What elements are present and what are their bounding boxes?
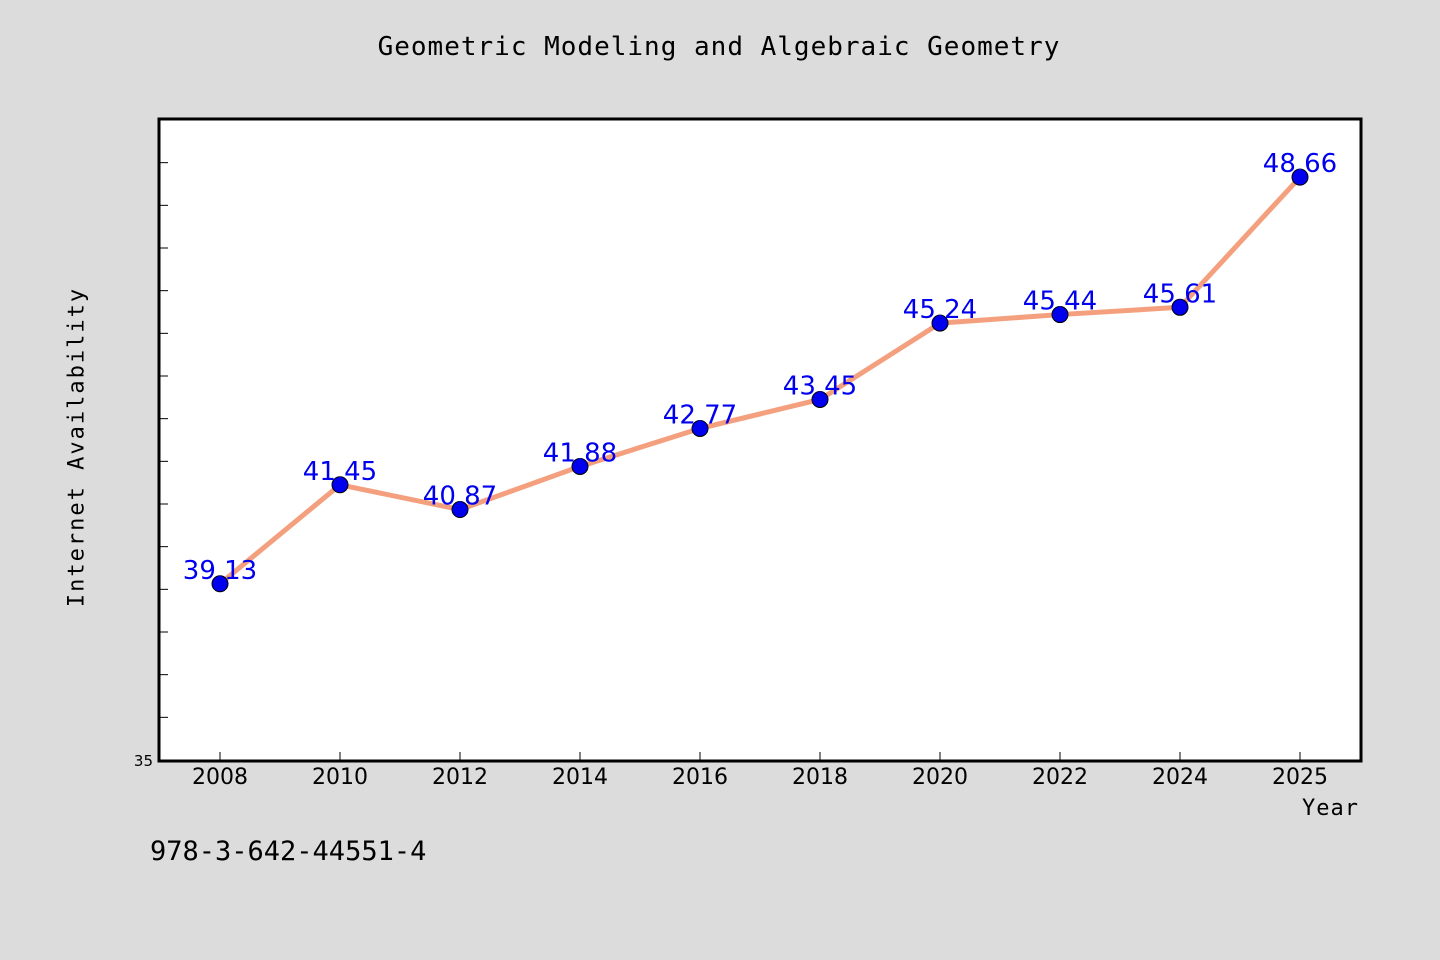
y-axis-label: Internet Availability — [64, 286, 90, 608]
data-point — [691, 419, 709, 437]
x-tick-label: 2022 — [1032, 765, 1088, 790]
x-axis-ticks: 2008 2010 2012 2014 2016 2018 2020 2022 2024 2025 — [192, 752, 1328, 790]
x-tick-label: 2025 — [1272, 765, 1328, 790]
x-tick-label: 2008 — [192, 765, 248, 790]
x-tick-label: 2018 — [792, 765, 848, 790]
chart-title: Geometric Modeling and Algebraic Geometr… — [377, 32, 1061, 62]
x-tick-label: 2014 — [552, 765, 608, 790]
data-point — [1051, 306, 1069, 324]
data-label: 45.61 — [1143, 279, 1217, 309]
x-tick-label: 2010 — [312, 765, 368, 790]
data-label: 42.77 — [663, 400, 737, 430]
plot-area — [157, 117, 1363, 763]
data-point — [811, 390, 829, 408]
x-tick-label: 2012 — [432, 765, 488, 790]
isbn-text: 978-3-642-44551-4 — [150, 836, 427, 867]
data-label: 39.13 — [183, 556, 257, 586]
series-group: 39.13 41.45 40.87 41.88 42.77 43.45 45.24 45.44… — [183, 149, 1337, 593]
data-label: 45.44 — [1023, 287, 1097, 317]
data-label: 40.87 — [423, 482, 497, 512]
y-tick-label: 35 — [134, 752, 153, 770]
data-label: 43.45 — [783, 371, 857, 401]
x-tick-label: 2016 — [672, 765, 728, 790]
series-line — [218, 175, 1302, 586]
data-point — [331, 476, 349, 494]
data-label: 41.45 — [303, 457, 377, 487]
data-point — [211, 575, 229, 593]
data-point — [571, 457, 589, 475]
x-axis-label: Year — [1302, 796, 1359, 821]
data-label: 45.24 — [903, 295, 977, 325]
data-label: 41.88 — [543, 438, 617, 468]
data-point — [1171, 298, 1189, 316]
data-point — [451, 501, 469, 519]
data-label: 48.66 — [1263, 149, 1337, 179]
x-tick-label: 2020 — [912, 765, 968, 790]
data-point — [931, 314, 949, 332]
x-tick-label: 2024 — [1152, 765, 1208, 790]
y-axis-ticks: 35 — [134, 162, 168, 770]
data-point — [1291, 168, 1309, 186]
